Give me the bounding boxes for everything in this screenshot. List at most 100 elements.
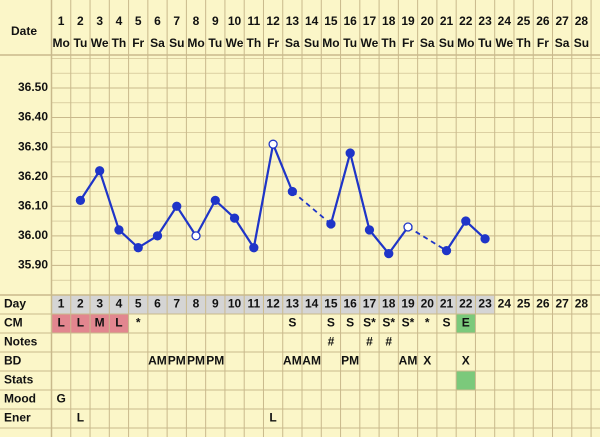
weekday: Mo [52,36,69,50]
day-number: 13 [286,14,300,28]
weekday: Fr [402,36,414,50]
day-cell [263,295,283,314]
cell-text: AM [302,354,321,368]
day-number: 8 [193,14,200,28]
day-cell [70,295,91,314]
y-tick-label: 36.00 [18,228,48,242]
weekday: Tu [478,36,492,50]
weekday: Sa [285,36,300,50]
weekday: Su [169,36,184,50]
temp-point [75,195,86,206]
day-number: 23 [478,14,492,28]
cell-text: G [56,392,65,406]
weekday: Fr [132,36,144,50]
day-row-number: 21 [440,297,454,311]
weekday: Sa [150,36,165,50]
cell-fill [109,314,129,333]
cell-fill [70,314,91,333]
cell-text: L [77,411,84,425]
temp-point [95,166,105,176]
weekday: Su [439,36,454,50]
cell-text: S [346,316,354,330]
cell-fill [90,314,110,333]
day-row-number: 12 [266,297,280,311]
day-row-number: 22 [459,297,473,311]
cell-text: S [327,316,335,330]
day-number: 17 [363,14,377,28]
row-label: Ener [4,411,31,425]
row-label: Mood [4,392,36,406]
day-number: 2 [77,14,84,28]
row-label: Day [4,297,26,311]
day-number: 14 [305,14,319,28]
day-number: 6 [154,14,161,28]
y-tick-label: 35.90 [18,258,48,272]
weekday: We [361,36,379,50]
day-cell [379,295,399,314]
day-cell [51,295,71,314]
weekday: Sa [555,36,570,50]
day-row-number: 27 [555,297,569,311]
day-row-number: 4 [116,297,123,311]
day-cell [205,295,225,314]
day-row-number: 18 [382,297,396,311]
cell-text: S [288,316,296,330]
day-number: 21 [440,14,454,28]
weekday: Su [304,36,319,50]
day-row-number: 5 [135,297,142,311]
row-label: CM [4,316,23,330]
weekday: Fr [267,36,279,50]
day-cell [109,295,129,314]
x-axis-label: Date [11,24,37,38]
day-row-number: 15 [324,297,338,311]
cell-text: # [366,335,373,349]
cell-text: S* [363,316,376,330]
day-cell [90,295,110,314]
day-row-number: 24 [498,297,512,311]
temp-line [79,140,294,251]
day-number: 18 [382,14,396,28]
weekday: Mo [457,36,474,50]
day-row-number: 7 [173,297,180,311]
temp-point [403,222,413,232]
day-row-number: 9 [212,297,219,311]
weekday: We [495,36,513,50]
day-number: 4 [116,14,123,28]
cell-text: * [136,316,141,330]
cell-text: # [328,335,335,349]
temp-point [152,231,163,241]
weekday: Tu [74,36,88,50]
cell-text: AM [283,354,302,368]
day-number: 5 [135,14,142,28]
temp-point [461,216,471,226]
y-tick-label: 36.30 [18,139,48,153]
day-number: 24 [498,14,512,28]
temp-point [210,195,220,206]
cell-text: AM [148,354,167,368]
day-cell [359,295,380,314]
day-row-number: 25 [517,297,531,311]
day-cell [475,295,495,314]
y-tick-label: 36.40 [18,110,48,124]
cell-text: L [115,316,122,330]
day-number: 1 [58,14,65,28]
row-label: BD [4,354,22,368]
cell-text: S [443,316,451,330]
day-cell [167,295,187,314]
day-row-number: 23 [478,297,492,311]
weekday: Th [246,36,261,50]
day-cell [186,295,206,314]
weekday: Th [516,36,531,50]
cell-text: E [462,316,470,330]
day-number: 19 [401,14,415,28]
cell-text: PM [168,354,186,368]
day-row-number: 3 [96,297,103,311]
day-number: 12 [266,14,280,28]
gap-bridge [407,226,448,252]
weekday: We [91,36,109,50]
cell-text: X [423,354,431,368]
temp-point [229,213,240,223]
day-row-number: 28 [575,297,589,311]
temp-point [345,148,355,158]
cell-text: PM [206,354,224,368]
